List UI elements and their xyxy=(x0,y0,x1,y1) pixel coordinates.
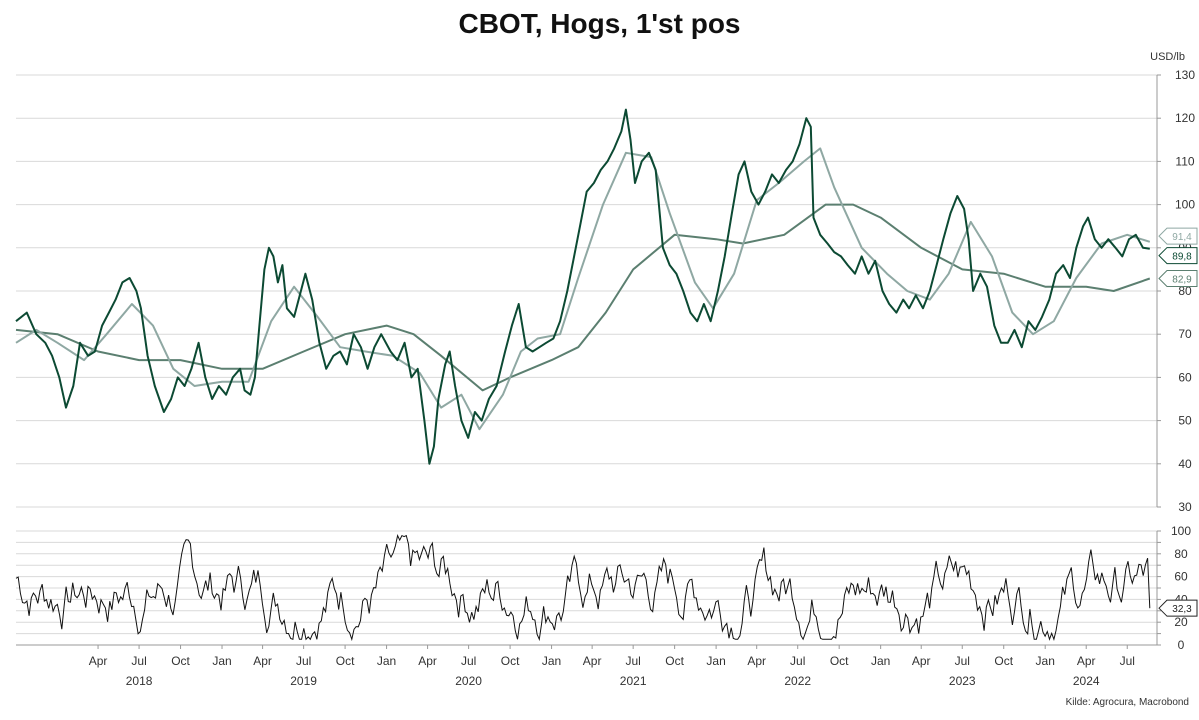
x-tick-label: Apr xyxy=(1077,654,1096,668)
x-tick-label: Oct xyxy=(336,654,355,668)
x-tick-label: Jul xyxy=(625,654,640,668)
x-tick-label: Jul xyxy=(296,654,311,668)
x-tick-label: Jul xyxy=(131,654,146,668)
x-tick-label: Jul xyxy=(461,654,476,668)
y-tick-label: 130 xyxy=(1175,68,1195,82)
x-tick-label: Apr xyxy=(253,654,272,668)
x-year-label: 2021 xyxy=(620,674,647,688)
price-lines xyxy=(15,108,1151,465)
marker-box xyxy=(1158,247,1198,265)
x-tick-label: Jul xyxy=(1120,654,1135,668)
marker-label: 82,9 xyxy=(1172,274,1192,285)
x-year-label: 2020 xyxy=(455,674,482,688)
marker-box xyxy=(1158,227,1198,245)
last-value-ma-short: 91,4 xyxy=(1158,227,1198,245)
y-tick-label: 0 xyxy=(1178,638,1185,652)
x-tick-label: Jan xyxy=(1036,654,1055,668)
y-tick-label: 80 xyxy=(1174,547,1188,561)
marker-label: 89,8 xyxy=(1172,252,1192,263)
y-tick-label: 100 xyxy=(1171,524,1191,538)
y-tick-label: 120 xyxy=(1175,111,1195,125)
x-tick-label: Apr xyxy=(912,654,931,668)
x-tick-label: Apr xyxy=(583,654,602,668)
x-year-label: 2018 xyxy=(126,674,153,688)
x-axis: Apr Jul Oct Jan Apr Jul Oct Jan Apr Jul Oct Jan Apr J… xyxy=(16,644,1157,688)
last-value-price: 89,8 xyxy=(1158,247,1198,265)
marker-box xyxy=(1158,599,1198,617)
marker-label: 32,3 xyxy=(1172,604,1192,615)
chart-title: CBOT, Hogs, 1'st pos xyxy=(458,8,741,39)
last-value-markers: 91,4 89,8 82,9 32,3 xyxy=(1158,227,1198,617)
y-tick-label: 80 xyxy=(1178,284,1192,298)
series-line-oscillator xyxy=(15,534,1151,642)
y-tick-label: 110 xyxy=(1175,154,1194,168)
source-note: Kilde: Agrocura, Macrobond xyxy=(1065,697,1189,708)
oscillator-grid xyxy=(16,530,1157,646)
y-tick-label: 60 xyxy=(1174,570,1188,584)
series-line-price xyxy=(15,108,1150,465)
x-tick-label: Apr xyxy=(418,654,437,668)
last-value-ma-long: 82,9 xyxy=(1158,269,1198,287)
last-value-oscillator: 32,3 xyxy=(1158,599,1198,617)
series-line-ma_short xyxy=(15,147,1151,431)
x-tick-label: Jan xyxy=(542,654,561,668)
series-line-ma_long xyxy=(15,203,1151,392)
x-tick-label: Jul xyxy=(790,654,805,668)
y-tick-label: 70 xyxy=(1178,327,1192,341)
x-tick-label: Apr xyxy=(89,654,108,668)
y-tick-label: 60 xyxy=(1178,370,1192,384)
oscillator-lines xyxy=(15,534,1151,642)
x-tick-label: Jan xyxy=(212,654,231,668)
x-tick-label: Jan xyxy=(706,654,725,668)
x-year-label: 2024 xyxy=(1073,674,1100,688)
y-tick-label: 50 xyxy=(1178,414,1192,428)
x-tick-label: Oct xyxy=(665,654,684,668)
x-tick-label: Apr xyxy=(747,654,766,668)
y-unit-label: USD/lb xyxy=(1150,51,1185,63)
y-tick-label: 20 xyxy=(1174,615,1188,629)
x-year-label: 2023 xyxy=(949,674,976,688)
x-tick-label: Oct xyxy=(501,654,520,668)
x-tick-label: Oct xyxy=(171,654,190,668)
x-tick-label: Jan xyxy=(377,654,396,668)
y-tick-label: 30 xyxy=(1178,500,1192,514)
marker-label: 91,4 xyxy=(1172,232,1192,243)
x-year-label: 2019 xyxy=(290,674,317,688)
x-year-label: 2022 xyxy=(784,674,811,688)
y-tick-label: 40 xyxy=(1178,457,1192,471)
main-grid xyxy=(16,74,1157,508)
marker-box xyxy=(1158,269,1198,287)
x-tick-label: Jan xyxy=(871,654,890,668)
y-tick-label: 100 xyxy=(1175,198,1195,212)
x-tick-label: Oct xyxy=(994,654,1013,668)
x-tick-label: Oct xyxy=(830,654,849,668)
x-tick-label: Jul xyxy=(955,654,970,668)
axes: 30405060708090100110120130USD/lb02040608… xyxy=(1150,51,1195,652)
